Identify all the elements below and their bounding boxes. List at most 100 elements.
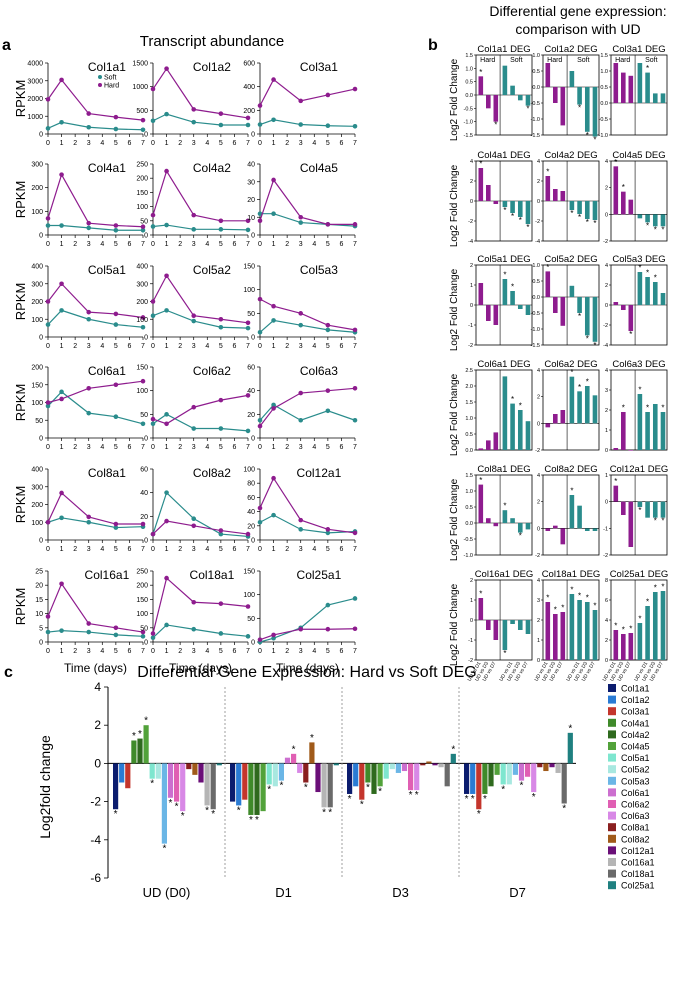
bar-col1a2 <box>236 763 242 806</box>
time-axis-label: Time (days) <box>276 661 339 675</box>
significance-star: * <box>503 502 506 511</box>
hard-data-point <box>113 521 119 527</box>
x-tick-label: 2 <box>178 343 182 350</box>
x-tick-label: 0 <box>46 648 50 655</box>
legend-swatch <box>608 823 616 832</box>
hard-data-point <box>257 296 263 302</box>
x-tick-label: 0 <box>151 343 155 350</box>
hard-data-point <box>140 315 146 320</box>
x-tick-label: 5 <box>114 241 118 248</box>
soft-bar <box>584 602 590 660</box>
soft-data-point <box>150 118 156 124</box>
x-tick-label: 7 <box>141 343 145 350</box>
significance-star: * <box>477 809 481 820</box>
hard-data-point <box>352 386 358 391</box>
x-tick-label: 6 <box>232 241 236 248</box>
y-tick-label: 0 <box>39 436 43 443</box>
soft-data-point <box>298 417 304 423</box>
legend-swatch <box>608 834 616 843</box>
x-tick-label: 5 <box>326 140 330 147</box>
y-tick-label: 0.5 <box>465 505 473 511</box>
y-tick-label: 25 <box>35 569 43 576</box>
soft-data-point <box>59 308 64 313</box>
hard-data-point <box>245 604 251 609</box>
y-tick-label: 100 <box>243 467 255 474</box>
soft-data-point <box>257 417 263 423</box>
x-tick-label: 0 <box>151 444 155 451</box>
hard-series-line <box>152 67 249 119</box>
plot-title: Col18a1 DEG <box>542 569 601 580</box>
deg-plot-col6a3: 0 1 2 3 4 Col6a3 DEG * * * * <box>605 359 668 454</box>
x-tick-label: 2 <box>178 241 182 248</box>
bar-col8a1 <box>537 763 543 768</box>
significance-star: * <box>654 274 657 283</box>
y-tick-label: 200 <box>243 108 255 115</box>
hard-series-line <box>259 178 355 225</box>
hard-data-point <box>164 421 169 427</box>
hard-data-point <box>325 388 331 393</box>
bar-col8a2 <box>543 763 549 772</box>
soft-data-point <box>271 402 276 408</box>
hard-bar <box>478 448 484 450</box>
significance-star: * <box>629 625 632 634</box>
significance-star: * <box>479 476 482 485</box>
x-tick-label: 5 <box>326 241 330 248</box>
soft-data-point <box>245 227 251 233</box>
legend-swatch <box>608 846 616 855</box>
soft-data-point <box>59 389 64 395</box>
y-tick-label: 1.5 <box>600 53 608 59</box>
soft-bar <box>592 528 598 531</box>
legend-label: Col12a1 <box>621 846 655 856</box>
line-plot-col1a2: 0 500 1000 1500 0 1 2 3 4 5 6 7 Col1a2 <box>132 60 251 147</box>
y-tick-label: 0 <box>470 303 473 309</box>
y-tick-label: 2.0 <box>465 384 473 390</box>
x-tick-label: 3 <box>299 343 303 350</box>
y-tick-label: 0 <box>251 233 255 240</box>
hard-data-point <box>140 224 146 230</box>
log2fc-axis-label: Log2 Fold Change <box>449 164 460 247</box>
x-tick-label: 4 <box>100 343 104 350</box>
y-tick-label: 4 <box>605 159 608 165</box>
panel-c: c Differential Gene Expression: Hard vs … <box>4 664 655 900</box>
soft-bar <box>652 592 658 660</box>
hard-data-point <box>298 626 304 632</box>
y-tick-label: 15 <box>35 597 43 604</box>
x-tick-label: 5 <box>114 343 118 350</box>
significance-star: * <box>629 330 632 339</box>
soft-data-point <box>352 417 358 423</box>
hard-data-point <box>45 216 51 221</box>
x-tick-label: 7 <box>353 241 357 248</box>
y-tick-label: 2 <box>470 578 473 584</box>
hard-data-point <box>325 527 331 532</box>
plot-title: Col18a1 <box>190 568 235 582</box>
soft-data-point <box>86 124 92 130</box>
x-tick-label: 0 <box>46 343 50 350</box>
soft-bar <box>652 93 658 103</box>
significance-star: * <box>638 264 641 273</box>
significance-star: * <box>175 802 179 813</box>
soft-bar <box>569 71 575 87</box>
hard-bar <box>545 63 551 87</box>
soft-data-point <box>164 111 169 117</box>
significance-star: * <box>451 744 455 755</box>
bar-col6a1 <box>518 763 525 781</box>
log2fc-axis-label: Log2 Fold Change <box>449 58 460 141</box>
significance-star: * <box>578 592 581 601</box>
x-tick-label: 1 <box>165 343 169 350</box>
x-tick-label: 6 <box>339 444 343 451</box>
bar-col18a1 <box>210 763 216 810</box>
bar-col8a2 <box>309 742 315 764</box>
x-tick-label: 0 <box>151 140 155 147</box>
hard-data-point <box>257 218 263 224</box>
soft-data-point <box>45 223 51 228</box>
y-tick-label: 4 <box>537 473 540 479</box>
x-tick-label: 4 <box>205 343 209 350</box>
significance-star: * <box>483 794 487 805</box>
bar-col1a2 <box>470 763 476 794</box>
x-tick-label: 3 <box>87 140 91 147</box>
y-tick-label: 1 <box>605 428 608 434</box>
deg-plot-col8a2: -2 0 2 4 Col8a2 DEG * <box>535 464 600 559</box>
y-tick-label: 0 <box>144 132 148 139</box>
